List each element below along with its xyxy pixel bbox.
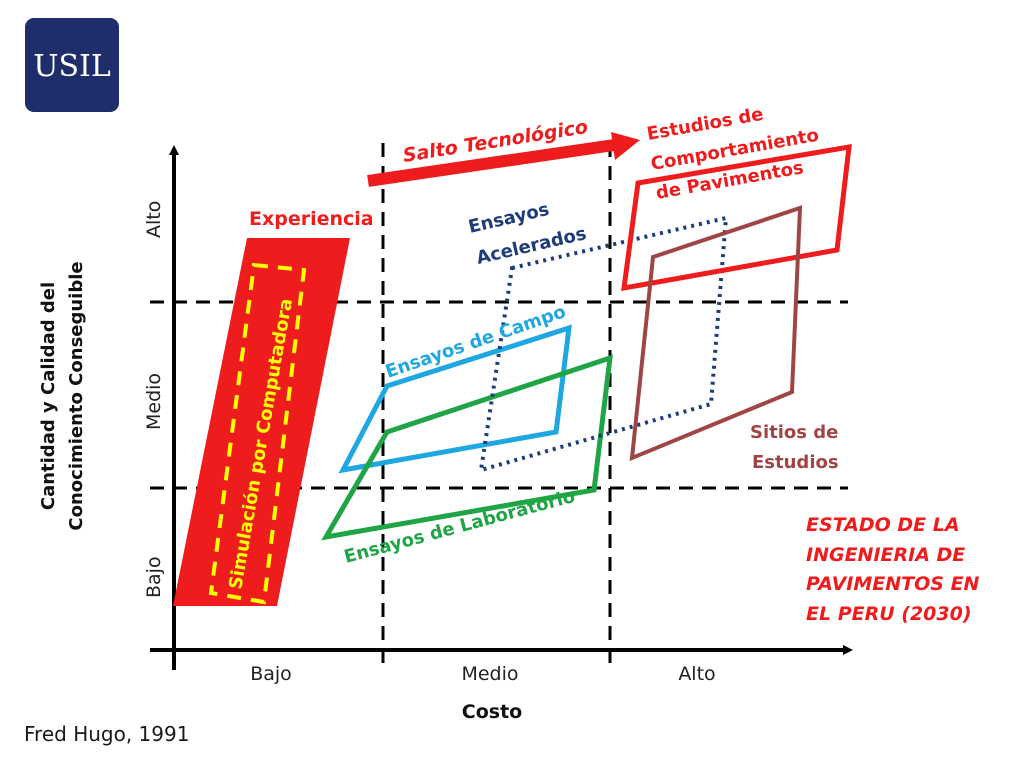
ensayos-acelerados-region [478, 215, 729, 473]
x-axis-title: Costo [462, 701, 522, 723]
sitios-label-line1: Sitios de [750, 422, 838, 443]
salto-tecnologico-arrow-shaft [367, 139, 615, 187]
author-credit: Fred Hugo, 1991 [24, 722, 190, 746]
sitios-label-line2: Estudios [752, 452, 839, 473]
caption-line-1: ESTADO DE LA [806, 514, 960, 536]
y-level-alto: Alto [143, 201, 165, 238]
ensayos-campo-label: Ensayos de Campo [383, 301, 569, 382]
usil-logo-mark: USIL [33, 49, 111, 84]
estudios-comportamiento-region [621, 143, 852, 292]
y-level-bajo: Bajo [143, 556, 165, 598]
y-axis-title-line1: Cantidad y Calidad del [38, 282, 59, 510]
salto-tecnologico-arrow-head [611, 132, 640, 160]
estado-caption: ESTADO DE LA INGENIERIA DE PAVIMENTOS EN… [806, 511, 1016, 629]
experiencia-label: Experiencia [249, 208, 374, 230]
logo-text: USIL [33, 49, 111, 84]
experiencia-region [173, 238, 350, 606]
y-axis-title-line2: Conocimiento Conseguible [66, 261, 87, 530]
sitios-estudios-region [629, 205, 803, 462]
y-level-medio: Medio [143, 373, 165, 430]
usil-logo: USIL [25, 18, 119, 112]
simulacion-region [208, 262, 307, 605]
caption-line-2: INGENIERIA DE [806, 543, 966, 566]
caption-line-3: PAVIMENTOS EN [806, 573, 980, 595]
ensayos-campo-region [338, 324, 572, 474]
x-level-bajo: Bajo [250, 663, 292, 685]
caption-line-4: EL PERU (2030) [806, 602, 972, 625]
ensayos-laboratorio-region [321, 354, 613, 541]
x-level-medio: Medio [461, 663, 518, 685]
x-level-alto: Alto [678, 663, 715, 685]
ensayos-acelerados-label-line1: Ensayos [466, 199, 551, 238]
